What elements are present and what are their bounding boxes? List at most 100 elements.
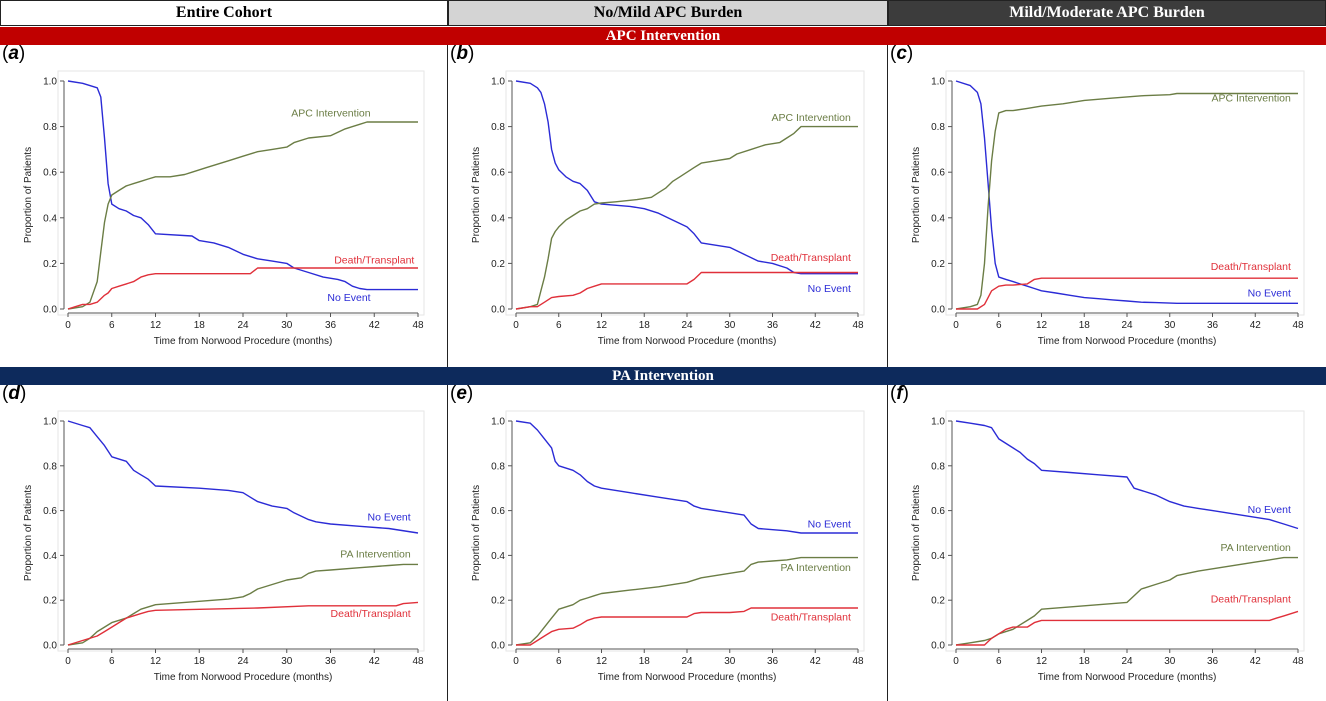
series-pa-intervention <box>515 556 858 646</box>
km-chart-f: 0.0 0.2 0.4 0.6 0.8 1.0 0 6 12 18 24 30 36 42 48 Time f… <box>911 410 1305 683</box>
series-label-pa-intervention: PA Intervention <box>780 562 851 574</box>
series-label-pa-intervention: PA Intervention <box>340 549 411 561</box>
x-tick-label: 6 <box>556 320 562 331</box>
y-tick-label: 1.0 <box>491 77 505 88</box>
divider-right-bottom <box>887 385 888 701</box>
x-tick-label: 0 <box>513 320 519 331</box>
panel-f: 0.0 0.2 0.4 0.6 0.8 1.0 0 6 12 18 24 30 36 42 48 Time f… <box>888 383 1326 701</box>
series-label-apc-intervention: APC Intervention <box>291 107 371 119</box>
km-chart-e: 0.0 0.2 0.4 0.6 0.8 1.0 0 6 12 18 24 30 36 42 48 Time f… <box>471 410 865 683</box>
x-tick-label: 36 <box>325 656 337 667</box>
panel-b: 0.0 0.2 0.4 0.6 0.8 1.0 0 6 12 18 24 30 36 42 48 Time f… <box>448 43 886 365</box>
header-mild-moderate-apc: Mild/Moderate APC Burden <box>888 0 1326 26</box>
x-tick-label: 48 <box>1292 320 1304 331</box>
x-tick-label: 36 <box>767 320 779 331</box>
y-tick-label: 0.2 <box>931 259 945 270</box>
x-tick-label: 30 <box>281 320 293 331</box>
y-tick-label: 0.8 <box>43 461 57 472</box>
series-death-transplant <box>956 277 1298 310</box>
divider-left-bottom <box>447 385 448 701</box>
plot-frame <box>57 70 425 316</box>
x-tick-label: 12 <box>150 320 162 331</box>
y-tick-label: 0.4 <box>931 213 945 224</box>
panel-label: (d) <box>2 383 27 404</box>
y-tick-label: 0.8 <box>491 122 505 133</box>
panel-label: (f) <box>890 383 909 404</box>
y-tick-label: 0.6 <box>43 506 57 517</box>
y-tick-label: 0.6 <box>931 506 945 517</box>
x-tick-label: 12 <box>596 656 608 667</box>
x-tick-label: 6 <box>556 656 562 667</box>
series-label-no-event: No Event <box>808 518 851 530</box>
y-tick-label: 1.0 <box>931 77 945 88</box>
series-label-death-transplant: Death/Transplant <box>1211 593 1291 605</box>
x-tick-label: 0 <box>65 656 71 667</box>
x-tick-label: 6 <box>109 320 115 331</box>
x-tick-label: 18 <box>194 656 206 667</box>
y-tick-label: 0.8 <box>43 122 57 133</box>
series-apc-intervention <box>955 92 1298 310</box>
series-no-event <box>515 80 858 275</box>
x-axis-title: Time from Norwood Procedure (months) <box>598 336 777 347</box>
series-death-transplant <box>956 610 1299 646</box>
series-label-no-event: No Event <box>368 512 411 524</box>
x-tick-label: 24 <box>1121 320 1133 331</box>
band-pa-intervention: PA Intervention <box>0 367 1326 385</box>
series-label-pa-intervention: PA Intervention <box>1220 542 1291 554</box>
series-label-no-event: No Event <box>1248 287 1291 299</box>
x-tick-label: 36 <box>767 656 779 667</box>
x-tick-label: 48 <box>412 656 424 667</box>
y-tick-label: 0.6 <box>491 168 505 179</box>
series-label-no-event: No Event <box>1248 504 1291 516</box>
x-tick-label: 18 <box>639 320 651 331</box>
plot-frame <box>945 70 1305 316</box>
x-axis-title: Time from Norwood Procedure (months) <box>598 672 777 683</box>
band-label: APC Intervention <box>605 27 721 44</box>
x-tick-label: 36 <box>325 320 337 331</box>
series-pa-intervention <box>67 563 418 646</box>
panel-label: (c) <box>890 43 914 64</box>
plot-frame <box>505 70 865 316</box>
header-label: Mild/Moderate APC Burden <box>1009 4 1205 21</box>
x-tick-label: 12 <box>596 320 608 331</box>
x-tick-label: 0 <box>953 320 959 331</box>
y-tick-label: 0.0 <box>491 641 505 652</box>
x-tick-label: 0 <box>65 320 71 331</box>
series-no-event <box>955 80 1298 304</box>
x-tick-label: 30 <box>1164 656 1176 667</box>
y-tick-label: 0.4 <box>43 213 57 224</box>
y-tick-label: 0.6 <box>491 506 505 517</box>
panel-c: 0.0 0.2 0.4 0.6 0.8 1.0 0 6 12 18 24 30 36 42 48 Time f… <box>888 43 1326 365</box>
y-tick-label: 0.6 <box>43 168 57 179</box>
x-tick-label: 24 <box>237 320 249 331</box>
x-tick-label: 36 <box>1207 656 1219 667</box>
x-tick-label: 30 <box>724 656 736 667</box>
y-tick-label: 0.0 <box>43 305 57 316</box>
series-death-transplant <box>516 607 858 646</box>
x-tick-label: 18 <box>1079 320 1091 331</box>
y-tick-label: 0.0 <box>43 641 57 652</box>
y-tick-label: 0.8 <box>491 461 505 472</box>
x-tick-label: 24 <box>1121 656 1133 667</box>
series-death-transplant <box>67 267 418 310</box>
x-tick-label: 42 <box>369 320 381 331</box>
panel-a: 0.0 0.2 0.4 0.6 0.8 1.0 0 6 12 18 24 30 36 42 48 Time f… <box>0 43 446 365</box>
y-tick-label: 1.0 <box>931 417 945 428</box>
series-no-event <box>67 420 419 534</box>
x-tick-label: 6 <box>996 320 1002 331</box>
y-tick-label: 0.2 <box>43 259 57 270</box>
y-axis-title: Proportion of Patients <box>23 147 34 243</box>
x-tick-label: 18 <box>1079 656 1091 667</box>
panel-label: (a) <box>2 43 26 64</box>
header-label: No/Mild APC Burden <box>593 4 743 21</box>
y-tick-label: 0.4 <box>491 213 505 224</box>
x-tick-label: 42 <box>369 656 381 667</box>
y-tick-label: 0.2 <box>931 596 945 607</box>
y-axis-title: Proportion of Patients <box>23 485 34 581</box>
y-tick-label: 0.8 <box>931 122 945 133</box>
x-tick-label: 48 <box>412 320 424 331</box>
series-label-no-event: No Event <box>327 292 370 304</box>
series-label-no-event: No Event <box>808 283 851 295</box>
x-tick-label: 6 <box>109 656 115 667</box>
band-label: PA Intervention <box>612 367 714 384</box>
